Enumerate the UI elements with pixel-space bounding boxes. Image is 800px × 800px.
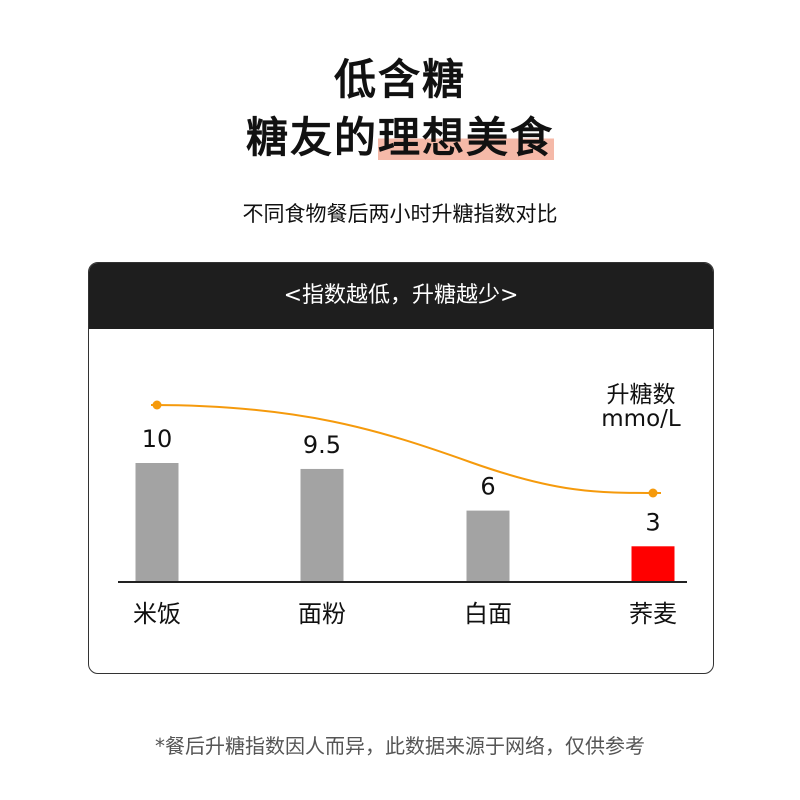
value-label-3: 3 <box>645 508 660 536</box>
unit-label-line-1: 升糖数 <box>607 382 676 408</box>
unit-label-line-2: mmo/L <box>601 406 681 432</box>
title-line-1: 低含糖 <box>333 55 466 104</box>
trend-point-end <box>648 488 658 498</box>
category-label-0: 米饭 <box>133 600 181 628</box>
category-label-3: 荞麦 <box>629 600 677 628</box>
bar-2 <box>466 510 510 582</box>
card-header: <指数越低，升糖越少> <box>89 263 713 329</box>
category-label-2: 白面 <box>464 600 512 628</box>
bar-3 <box>631 546 675 582</box>
title-line-2: 糖友的理想美食 <box>0 104 800 165</box>
value-label-2: 6 <box>480 473 495 501</box>
title-highlight: 理想美食 <box>378 113 555 162</box>
bar-0 <box>135 463 179 582</box>
trend-line <box>150 404 662 495</box>
category-label-1: 面粉 <box>298 600 346 628</box>
trend-point-start <box>152 400 162 410</box>
title-plain: 糖友的 <box>245 113 378 162</box>
chart-card: <指数越低，升糖越少> <box>88 262 714 674</box>
subtitle: 不同食物餐后两小时升糖指数对比 <box>242 202 558 226</box>
footnote: *餐后升糖指数因人而异，此数据来源于网络，仅供参考 <box>155 734 645 758</box>
value-label-1: 9.5 <box>303 431 341 459</box>
value-label-0: 10 <box>142 425 173 453</box>
bar-1 <box>300 468 344 582</box>
